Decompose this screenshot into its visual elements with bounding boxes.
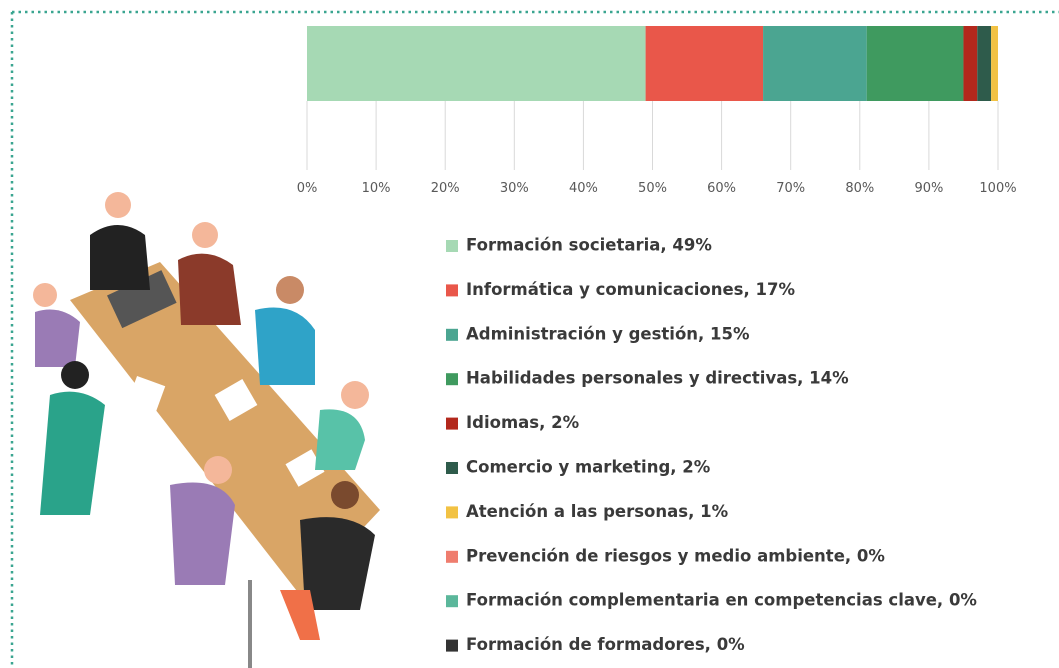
person-head xyxy=(33,283,57,307)
person-body xyxy=(178,253,241,325)
person-legs xyxy=(280,590,320,640)
person-body xyxy=(170,482,235,585)
person-head xyxy=(105,192,131,218)
x-tick-label: 20% xyxy=(431,181,460,196)
legend-swatch xyxy=(446,506,458,519)
person-body xyxy=(315,409,365,470)
x-tick-label: 10% xyxy=(362,181,391,196)
x-tick-label: 70% xyxy=(776,181,805,196)
legend-label: Prevención de riesgos y medio ambiente, … xyxy=(466,546,885,565)
x-tick-label: 40% xyxy=(569,181,598,196)
legend-label: Formación de formadores, 0% xyxy=(466,635,745,654)
bar-segment xyxy=(763,26,867,101)
bar-segment xyxy=(977,26,992,101)
legend-swatch xyxy=(446,462,458,474)
legend-swatch xyxy=(446,595,458,608)
person-body xyxy=(35,309,80,367)
legend-swatch xyxy=(446,328,458,341)
person-body xyxy=(40,391,105,515)
table xyxy=(70,262,380,595)
bar-segment xyxy=(866,26,964,101)
x-tick-label: 100% xyxy=(979,181,1016,196)
legend-swatch xyxy=(446,417,458,430)
legend-label: Comercio y marketing, 2% xyxy=(466,458,711,477)
legend-swatch xyxy=(446,550,458,563)
paper xyxy=(285,449,325,487)
legend-swatch xyxy=(446,373,458,386)
legend-label: Informática y comunicaciones, 17% xyxy=(466,280,795,299)
bar-segment xyxy=(307,26,646,101)
x-tick-label: 50% xyxy=(638,181,667,196)
legend-label: Habilidades personales y directivas, 14% xyxy=(466,369,849,388)
legend-swatch xyxy=(446,240,458,252)
laptop xyxy=(107,270,177,329)
bar-segment xyxy=(963,26,978,101)
person-head xyxy=(204,456,232,484)
bar-segment xyxy=(991,26,998,101)
person-head xyxy=(192,222,218,248)
x-tick-label: 90% xyxy=(914,181,943,196)
legend-label: Administración y gestión, 15% xyxy=(466,324,750,343)
x-tick-label: 80% xyxy=(845,181,874,196)
person-head xyxy=(331,481,359,509)
person-head xyxy=(276,276,304,304)
legend-label: Formación complementaria en competencias… xyxy=(466,591,977,610)
legend-label: Formación societaria, 49% xyxy=(466,236,712,255)
legend-label: Atención a las personas, 1% xyxy=(466,502,729,521)
person-body xyxy=(255,307,315,385)
x-tick-label: 60% xyxy=(707,181,736,196)
x-tick-label: 0% xyxy=(297,181,318,196)
paper xyxy=(124,375,166,421)
illustration xyxy=(33,192,380,668)
person-head xyxy=(61,361,89,389)
x-tick-label: 30% xyxy=(500,181,529,196)
legend-label: Idiomas, 2% xyxy=(466,413,580,432)
legend-swatch xyxy=(446,639,458,652)
legend-swatch xyxy=(446,284,458,297)
paper xyxy=(214,379,258,421)
person-body xyxy=(90,225,150,290)
person-head xyxy=(341,381,369,409)
person-body xyxy=(300,517,375,610)
bar-segment xyxy=(645,26,764,101)
